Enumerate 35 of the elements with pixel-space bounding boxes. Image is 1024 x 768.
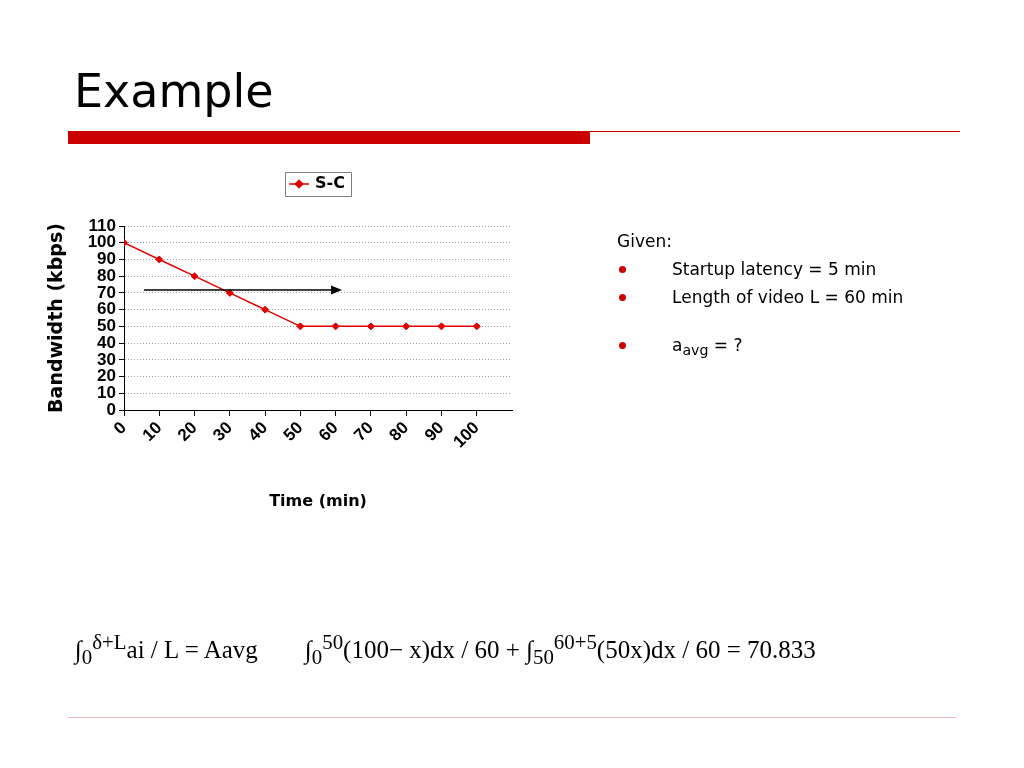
point bbox=[402, 322, 411, 331]
point bbox=[190, 272, 199, 281]
x-tick-label: 30 bbox=[209, 417, 236, 445]
y-tick-label: 60 bbox=[97, 299, 116, 319]
point bbox=[437, 322, 446, 331]
x-tick-label: 50 bbox=[279, 417, 307, 445]
point bbox=[155, 255, 164, 264]
x-tick-label: 20 bbox=[173, 417, 201, 445]
legend-label: S-C bbox=[315, 173, 345, 193]
y-axis-title: Bandwidth (kbps) bbox=[44, 223, 67, 413]
point bbox=[366, 322, 375, 331]
text: a$_{avg}$ = ? bbox=[672, 335, 743, 359]
y-tick-label: 70 bbox=[97, 282, 116, 302]
text: Length of video L = 60 min bbox=[672, 287, 904, 307]
x-tick-label: 40 bbox=[244, 417, 272, 445]
text: Startup latency = 5 min bbox=[672, 259, 877, 279]
y-tick-label: 0 bbox=[106, 399, 116, 419]
y-tick-label: 30 bbox=[97, 349, 116, 369]
x-tick-label: 100 bbox=[449, 417, 483, 452]
chart-title: Example bbox=[74, 63, 274, 119]
x-tick-label: 10 bbox=[138, 417, 166, 445]
text: ∫$_{0}$$^{δ+L}$ai / L = Aavg bbox=[75, 629, 258, 672]
y-tick-label: 100 bbox=[87, 232, 116, 252]
x-tick-label: 70 bbox=[350, 417, 378, 445]
point bbox=[331, 322, 340, 331]
x-tick-label: 90 bbox=[420, 417, 448, 445]
text: ∫$_{0}$$^{50}$(100− x)dx / 60 + ∫$_{50}$$^{60+5}$(50x)dx / 60 = 70.833 bbox=[305, 629, 816, 672]
x-tick-label: 80 bbox=[385, 417, 413, 445]
text: Given: bbox=[617, 230, 673, 253]
point bbox=[472, 322, 481, 331]
x-axis-title: Time (min) bbox=[269, 490, 367, 510]
y-tick-label: 110 bbox=[88, 215, 116, 235]
point bbox=[296, 322, 305, 331]
x-tick-label: 60 bbox=[314, 417, 342, 445]
point bbox=[261, 305, 270, 314]
